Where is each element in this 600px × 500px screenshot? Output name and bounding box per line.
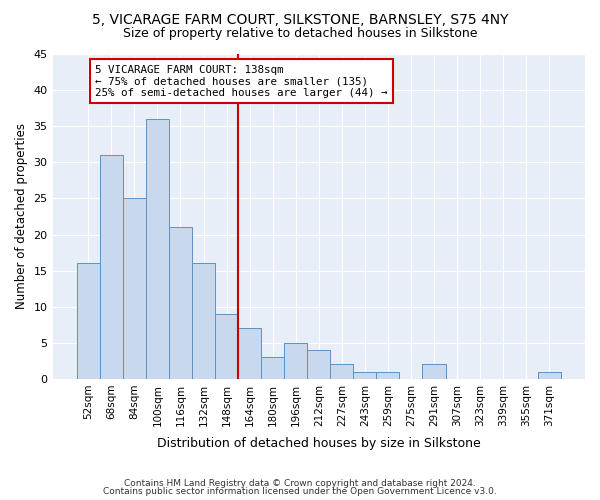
- Bar: [215, 314, 238, 379]
- Text: Size of property relative to detached houses in Silkstone: Size of property relative to detached ho…: [123, 28, 477, 40]
- Bar: [284, 343, 307, 379]
- Bar: [376, 372, 400, 379]
- Text: 5 VICARAGE FARM COURT: 138sqm
← 75% of detached houses are smaller (135)
25% of : 5 VICARAGE FARM COURT: 138sqm ← 75% of d…: [95, 65, 388, 98]
- Bar: [353, 372, 376, 379]
- Bar: [330, 364, 353, 379]
- Text: Contains public sector information licensed under the Open Government Licence v3: Contains public sector information licen…: [103, 487, 497, 496]
- X-axis label: Distribution of detached houses by size in Silkstone: Distribution of detached houses by size …: [157, 437, 481, 450]
- Bar: [192, 264, 215, 379]
- Y-axis label: Number of detached properties: Number of detached properties: [15, 124, 28, 310]
- Bar: [261, 357, 284, 379]
- Text: Contains HM Land Registry data © Crown copyright and database right 2024.: Contains HM Land Registry data © Crown c…: [124, 478, 476, 488]
- Bar: [307, 350, 330, 379]
- Bar: [123, 198, 146, 379]
- Bar: [238, 328, 261, 379]
- Text: 5, VICARAGE FARM COURT, SILKSTONE, BARNSLEY, S75 4NY: 5, VICARAGE FARM COURT, SILKSTONE, BARNS…: [92, 12, 508, 26]
- Bar: [77, 264, 100, 379]
- Bar: [146, 119, 169, 379]
- Bar: [538, 372, 561, 379]
- Bar: [169, 228, 192, 379]
- Bar: [100, 155, 123, 379]
- Bar: [422, 364, 446, 379]
